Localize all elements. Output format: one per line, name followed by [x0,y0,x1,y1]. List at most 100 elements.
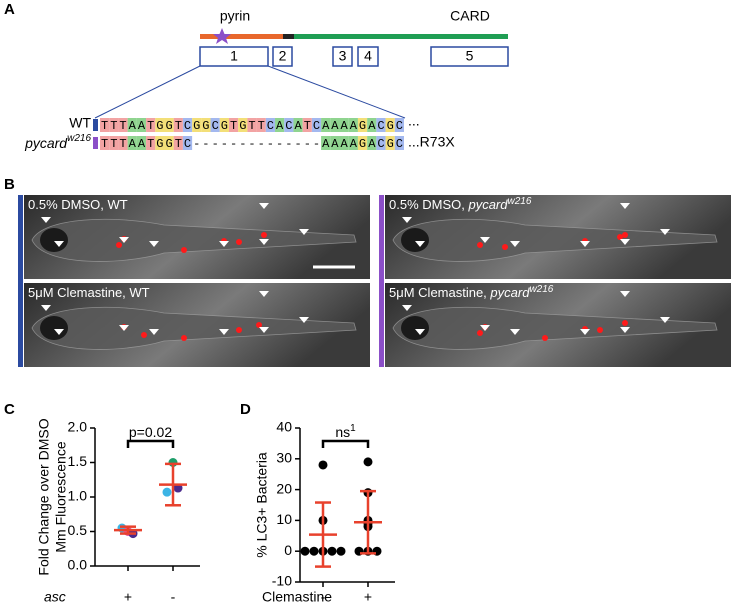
base-box [173,118,183,132]
y-tick-label: 0.5 [68,522,88,538]
larva-image: 5μM Clemastine, WT [24,283,370,367]
base-box [321,118,331,132]
mutant-swatch [93,137,98,149]
base-box [330,118,340,132]
mutant-name: pycard [24,135,68,151]
base-box [173,136,183,150]
linker [283,34,294,39]
base-box [127,136,137,150]
data-point [336,546,346,556]
image-caption: 5μM Clemastine, WT [28,285,150,300]
arrowhead [259,291,269,297]
bacteria-spot [236,327,242,333]
x-axis-label: Clemastine [262,589,332,603]
arrowhead [402,217,412,223]
image-caption: 5μM Clemastine, pycardw216 [389,284,554,301]
base-box [100,136,110,150]
larva [392,218,718,262]
arrowhead [119,237,129,243]
exon-box [272,46,293,67]
card-domain [294,34,508,39]
base-box [100,118,110,132]
arrowhead [149,241,159,247]
exon-box [199,46,269,67]
arrowhead [415,329,425,335]
arrowhead [510,329,520,335]
data-point [162,487,172,497]
bacteria-spot [181,247,187,253]
base-box [348,118,358,132]
base-box [367,136,377,150]
data-point [300,546,310,556]
base-box [109,118,119,132]
y-tick-label: 30 [276,450,292,466]
panel-label: B [4,176,15,193]
y-tick-label: 1.0 [68,488,88,504]
y-tick-label: 40 [276,419,292,435]
arrowhead [660,229,670,235]
mutant-suffix: ...R73X [408,134,455,150]
base-box [146,118,156,132]
base-box [284,118,294,132]
x-tick-label: - [171,589,176,603]
exon-label: 3 [339,48,347,64]
zoom-line [94,65,201,119]
base-box [118,136,128,150]
base-box [146,136,156,150]
y-tick-label: 0.0 [68,557,88,573]
arrowhead [119,325,129,331]
base-box [330,136,340,150]
caption-text: 5μM Clemastine, [389,285,490,300]
y-tick-label: 20 [276,480,292,496]
arrowhead [259,239,269,245]
base-box [293,118,303,132]
caption-italic: pycard [489,285,530,300]
domain-label: pyrin [220,8,250,24]
caption-superscript: w216 [529,284,553,295]
base-box [275,118,285,132]
arrowhead [54,241,64,247]
base-box [118,118,128,132]
base-box [385,136,395,150]
base-box [394,118,404,132]
significance-label: ns1 [335,423,356,440]
arrowhead [299,229,309,235]
exon-box [332,46,353,67]
mutant-bar [379,195,384,367]
data-point [363,457,373,467]
base-box [247,118,257,132]
arrowhead [299,317,309,323]
base-box [155,136,165,150]
pyrin-domain [200,34,283,39]
arrowhead [259,203,269,209]
arrowhead [620,239,630,245]
arrowhead [510,241,520,247]
wt-suffix: ... [408,113,420,129]
wt-swatch [93,119,98,131]
base-box [357,118,368,132]
bacteria-spot [622,320,628,326]
bacteria-spot [542,335,548,341]
arrowhead [480,325,490,331]
base-box [321,136,331,150]
significance-bracket [126,439,175,448]
panel-label: D [240,401,251,418]
arrowhead [259,327,269,333]
exon-box [430,46,509,67]
arrowhead [580,241,590,247]
base-box [238,118,248,132]
caption-text: 0.5% DMSO, [389,197,468,212]
larva-eye [401,228,429,252]
base-box [182,118,193,132]
arrowhead [660,317,670,323]
wt-bar [18,195,23,367]
base-box [192,118,202,132]
image-caption: 0.5% DMSO, WT [28,197,128,212]
mutant-label: pycardw216 [24,133,91,151]
arrowhead [41,217,51,223]
exon-label: 2 [279,48,287,64]
base-box [127,118,137,132]
base-box [376,118,386,132]
x-axis-label: asc [44,589,66,603]
larva-eye [40,228,68,252]
